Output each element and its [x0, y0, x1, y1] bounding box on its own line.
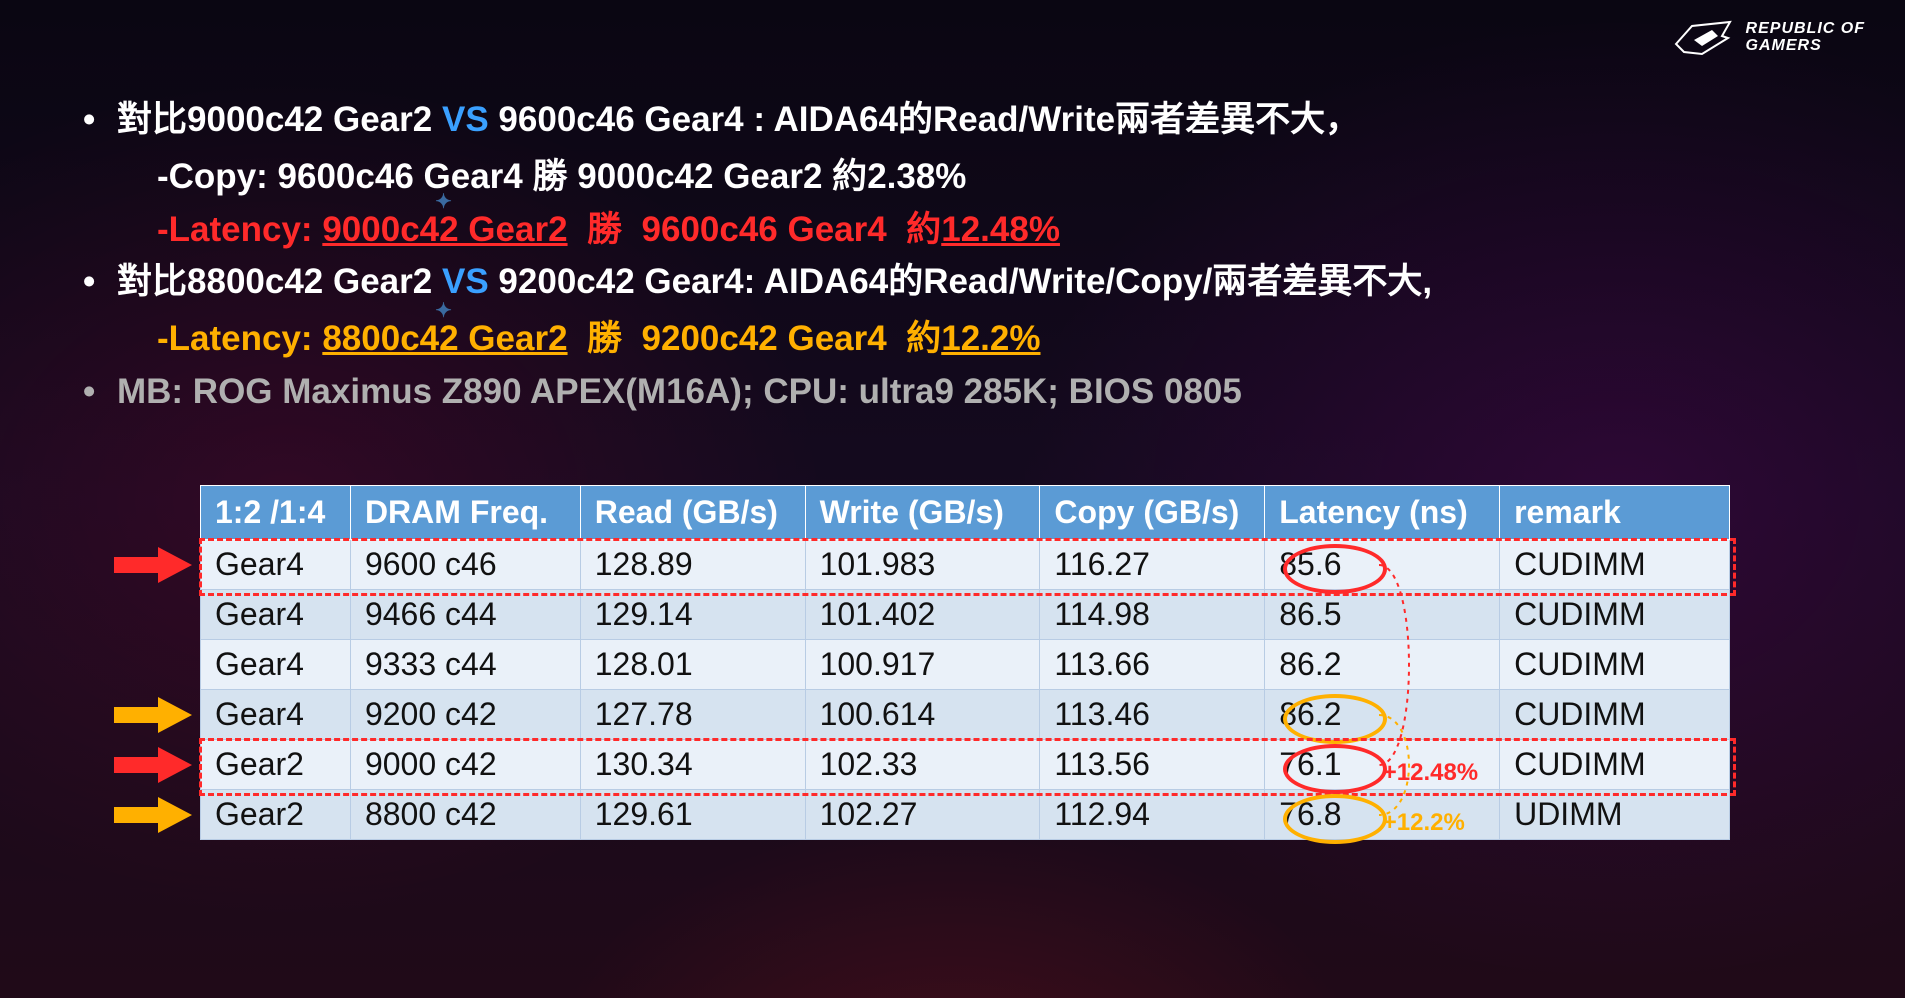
cell-gear: Gear4	[201, 690, 351, 740]
bullet-1-sub-latency: -Latency: 9000c42 Gear2 勝 9600c46 Gear4 …	[75, 205, 1845, 256]
row-arrow-icon	[114, 747, 192, 783]
slide-content: 對比9000c42 Gear2 VS 9600c46 Gear4 : AIDA6…	[75, 95, 1845, 424]
cell-freq: 9000 c42	[350, 740, 580, 790]
cell-copy: 116.27	[1040, 540, 1265, 590]
cell-gear: Gear4	[201, 590, 351, 640]
cell-rem: CUDIMM	[1500, 740, 1730, 790]
cell-freq: 9600 c46	[350, 540, 580, 590]
cell-read: 130.34	[580, 740, 805, 790]
col-header: DRAM Freq.	[350, 486, 580, 540]
cell-freq: 9333 c44	[350, 640, 580, 690]
cell-freq: 9466 c44	[350, 590, 580, 640]
cell-write: 102.27	[805, 790, 1040, 840]
table-row: Gear49466 c44129.14101.402114.9886.5CUDI…	[201, 590, 1730, 640]
cell-write: 100.614	[805, 690, 1040, 740]
cell-rem: UDIMM	[1500, 790, 1730, 840]
cell-copy: 114.98	[1040, 590, 1265, 640]
cell-copy: 113.66	[1040, 640, 1265, 690]
col-header: Read (GB/s)	[580, 486, 805, 540]
cell-lat: 85.6	[1265, 540, 1500, 590]
cell-gear: Gear4	[201, 540, 351, 590]
cell-freq: 9200 c42	[350, 690, 580, 740]
row-arrow-icon	[114, 547, 192, 583]
cell-rem: CUDIMM	[1500, 690, 1730, 740]
cell-lat: 86.2	[1265, 640, 1500, 690]
cell-copy: 113.56	[1040, 740, 1265, 790]
table-row: Gear49333 c44128.01100.917113.6686.2CUDI…	[201, 640, 1730, 690]
cell-write: 102.33	[805, 740, 1040, 790]
cell-lat: 86.5	[1265, 590, 1500, 640]
col-header: 1:2 /1:4	[201, 486, 351, 540]
bullet-3-hardware: MB: ROG Maximus Z890 APEX(M16A); CPU: ul…	[75, 367, 1845, 418]
latency-delta: +12.48%	[1383, 759, 1478, 787]
col-header: remark	[1500, 486, 1730, 540]
col-header: Write (GB/s)	[805, 486, 1040, 540]
benchmark-table-wrap: 1:2 /1:4DRAM Freq.Read (GB/s)Write (GB/s…	[200, 485, 1730, 840]
cell-read: 128.01	[580, 640, 805, 690]
latency-delta: +12.2%	[1383, 809, 1465, 837]
table-row: Gear28800 c42129.61102.27112.9476.8UDIMM	[201, 790, 1730, 840]
cell-gear: Gear2	[201, 740, 351, 790]
col-header: Copy (GB/s)	[1040, 486, 1265, 540]
cell-copy: 113.46	[1040, 690, 1265, 740]
cell-write: 101.983	[805, 540, 1040, 590]
table-row: Gear49600 c46128.89101.983116.2785.6CUDI…	[201, 540, 1730, 590]
benchmark-table: 1:2 /1:4DRAM Freq.Read (GB/s)Write (GB/s…	[200, 485, 1730, 840]
cell-gear: Gear2	[201, 790, 351, 840]
logo-text-2: GAMERS	[1746, 38, 1865, 55]
table-row: Gear49200 c42127.78100.614113.4686.2CUDI…	[201, 690, 1730, 740]
bullet-2: 對比8800c42 Gear2 VS 9200c42 Gear4: AIDA64…	[75, 257, 1845, 308]
cell-write: 100.917	[805, 640, 1040, 690]
bullet-1: 對比9000c42 Gear2 VS 9600c46 Gear4 : AIDA6…	[75, 95, 1845, 146]
cell-read: 128.89	[580, 540, 805, 590]
row-arrow-icon	[114, 697, 192, 733]
bullet-2-sub-latency: -Latency: 8800c42 Gear2 勝 9200c42 Gear4 …	[75, 314, 1845, 365]
cell-rem: CUDIMM	[1500, 590, 1730, 640]
cell-lat: 86.2	[1265, 690, 1500, 740]
cell-copy: 112.94	[1040, 790, 1265, 840]
rog-eye-icon	[1672, 18, 1734, 58]
cell-rem: CUDIMM	[1500, 640, 1730, 690]
cell-gear: Gear4	[201, 640, 351, 690]
cell-rem: CUDIMM	[1500, 540, 1730, 590]
table-row: Gear29000 c42130.34102.33113.5676.1CUDIM…	[201, 740, 1730, 790]
row-arrow-icon	[114, 797, 192, 833]
bullet-1-sub-copy: -Copy: 9600c46 Gear4 勝 9000c42 Gear2 約2.…	[75, 152, 1845, 203]
rog-logo: REPUBLIC OF GAMERS	[1672, 18, 1865, 58]
col-header: Latency (ns)	[1265, 486, 1500, 540]
cell-read: 129.61	[580, 790, 805, 840]
cell-read: 129.14	[580, 590, 805, 640]
cell-read: 127.78	[580, 690, 805, 740]
logo-text-1: REPUBLIC OF	[1746, 21, 1865, 38]
cell-write: 101.402	[805, 590, 1040, 640]
cell-freq: 8800 c42	[350, 790, 580, 840]
